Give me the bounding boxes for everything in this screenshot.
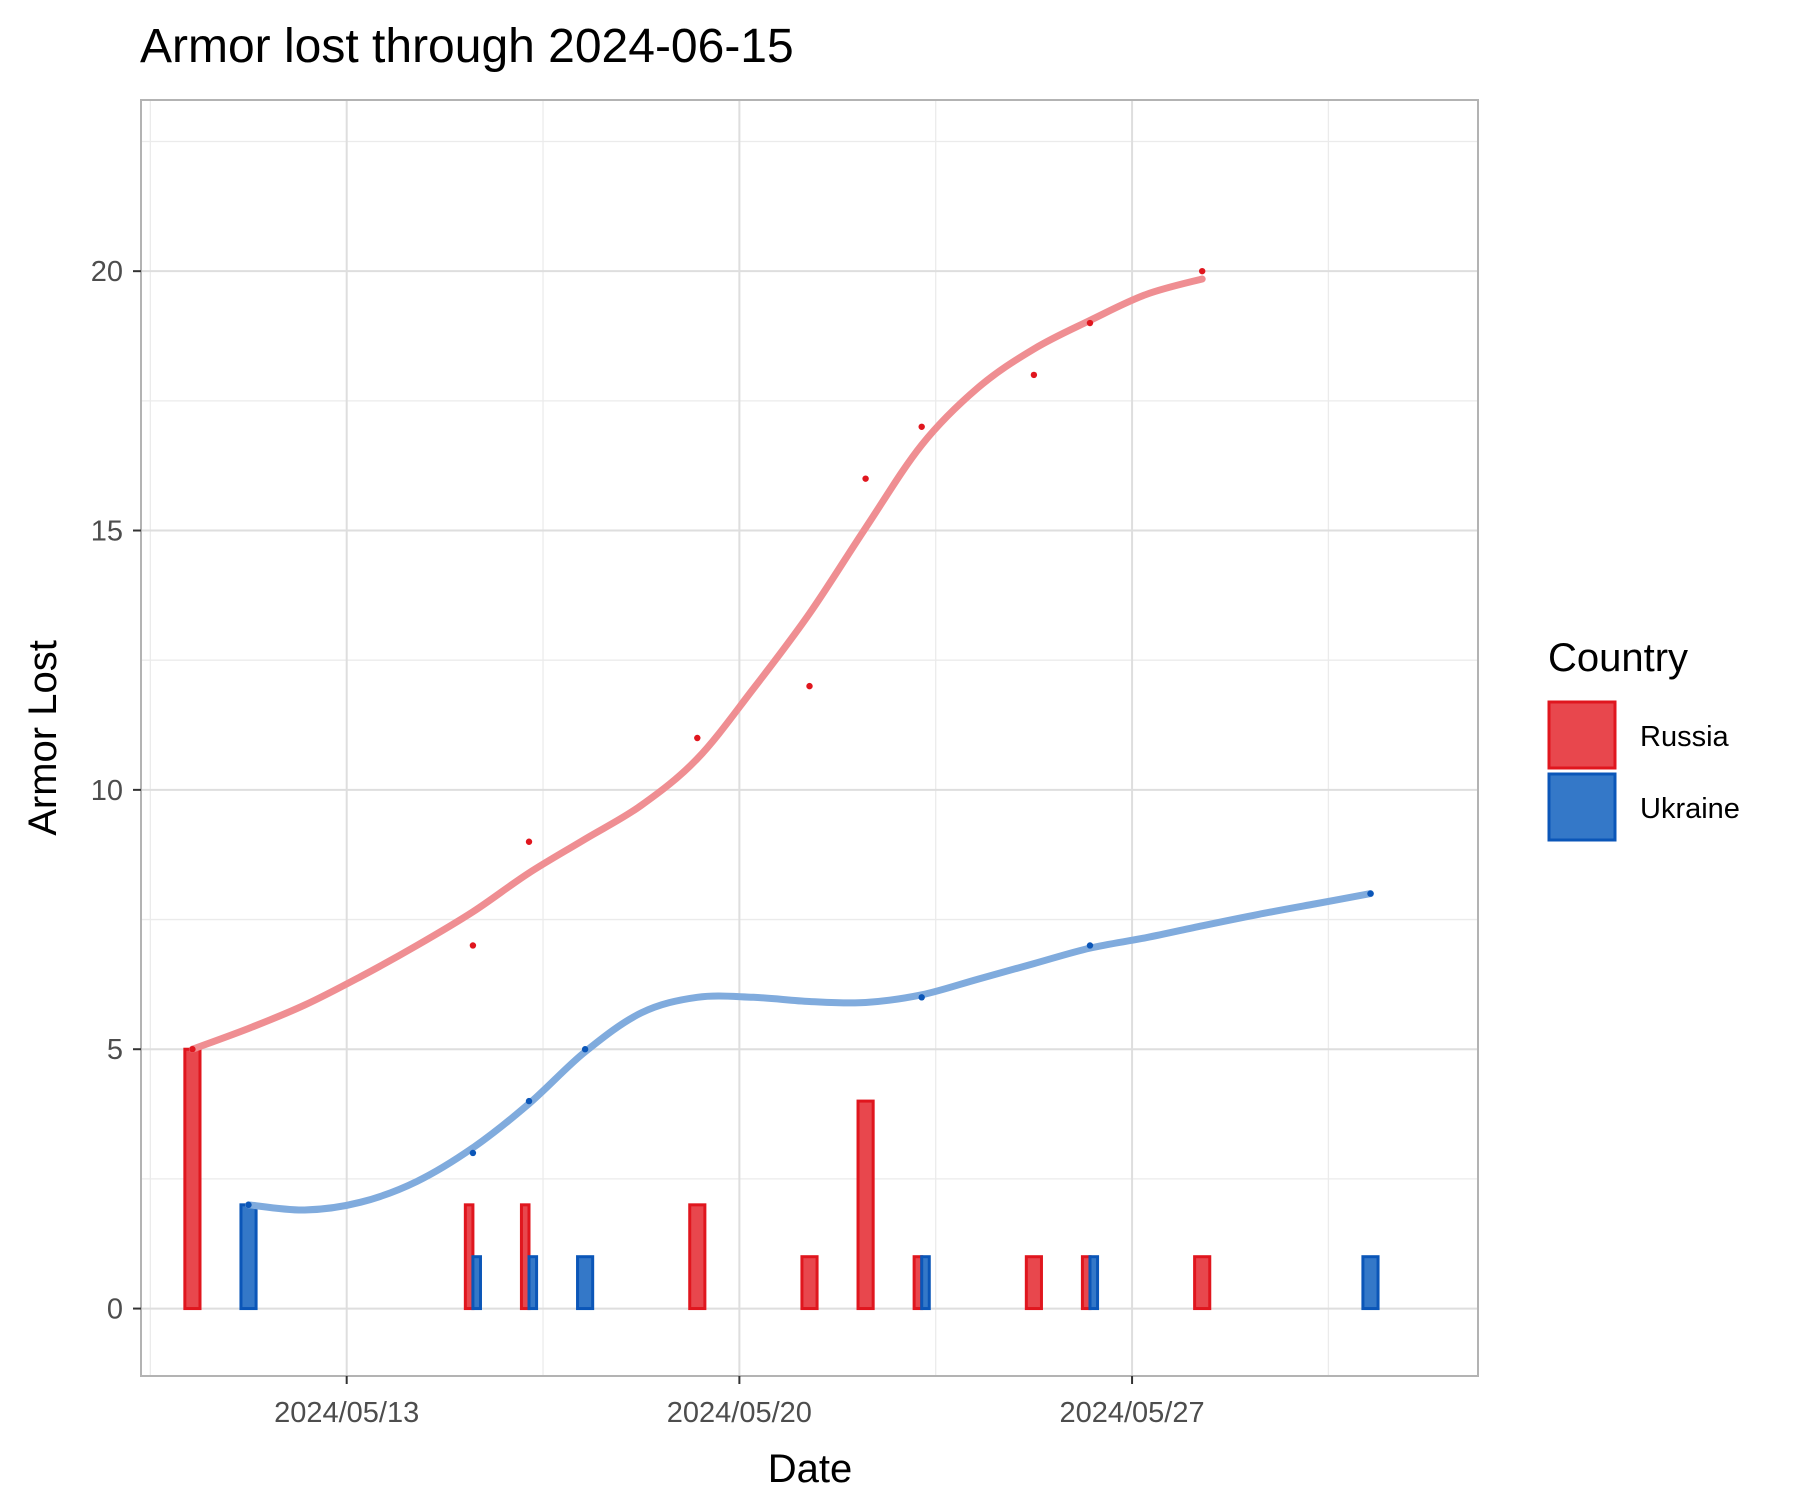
smooth-line-ukraine — [245, 890, 1374, 1214]
smooth-line-russia — [188, 275, 1206, 1053]
bar-russia-3 — [688, 1203, 707, 1311]
x-tick-label-2024-05-13: 2024/05/13 — [274, 1397, 419, 1429]
y-axis-title: Armor Lost — [21, 640, 65, 836]
x-tick-label-2024-05-27: 2024/05/27 — [1059, 1397, 1204, 1429]
point-russia-0 — [189, 1046, 196, 1053]
bar-ukraine-6 — [1361, 1255, 1380, 1311]
legend-key-ukraine — [1547, 772, 1617, 842]
smooth-lines — [188, 275, 1374, 1214]
point-ukraine-0 — [245, 1201, 252, 1209]
bar-ukraine-4 — [920, 1255, 931, 1311]
x-tick-label-2024-05-20: 2024/05/20 — [667, 1397, 812, 1429]
bar-ukraine-0 — [239, 1203, 258, 1311]
legend-label-russia: Russia — [1640, 721, 1730, 753]
point-russia-5 — [862, 475, 869, 482]
bar-russia-4 — [800, 1255, 819, 1311]
bar-russia-9 — [1193, 1255, 1212, 1311]
point-ukraine-3 — [581, 1046, 589, 1053]
legend-key-russia — [1547, 700, 1617, 770]
chart-title: Armor lost through 2024-06-15 — [140, 20, 794, 73]
y-tick-label-20: 20 — [91, 256, 123, 288]
point-ukraine-5 — [1086, 942, 1094, 949]
bar-russia-5 — [856, 1099, 875, 1311]
point-ukraine-1 — [469, 1149, 477, 1157]
panel-border — [140, 99, 1479, 1377]
legend: Country Russia Ukraine — [1547, 636, 1740, 842]
bar-ukraine-5 — [1088, 1255, 1100, 1311]
y-tick-label-15: 15 — [91, 516, 123, 548]
legend-label-ukraine: Ukraine — [1640, 793, 1740, 825]
bars — [183, 1047, 1380, 1311]
point-ukraine-4 — [918, 994, 925, 1001]
bar-russia-7 — [1024, 1255, 1043, 1311]
point-ukraine-6 — [1367, 890, 1374, 897]
bar-ukraine-3 — [576, 1255, 595, 1311]
point-ukraine-2 — [525, 1097, 533, 1105]
bar-ukraine-2 — [527, 1255, 539, 1311]
y-tick-label-10: 10 — [91, 775, 123, 807]
bar-ukraine-1 — [471, 1255, 482, 1311]
y-tick-label-5: 5 — [107, 1034, 123, 1066]
point-russia-7 — [1030, 371, 1038, 379]
point-russia-2 — [525, 838, 533, 845]
x-axis-ticks: 2024/05/13 2024/05/20 2024/05/27 — [274, 1376, 1205, 1429]
point-russia-4 — [806, 682, 813, 690]
bar-russia-0 — [183, 1047, 202, 1311]
grid — [141, 100, 1478, 1376]
point-russia-9 — [1198, 267, 1206, 275]
x-axis-title: Date — [768, 1447, 853, 1491]
point-russia-6 — [918, 423, 925, 430]
point-russia-3 — [694, 734, 701, 742]
points — [189, 267, 1374, 1209]
y-tick-label-0: 0 — [107, 1294, 123, 1326]
y-axis-ticks: 0 5 10 15 20 — [91, 256, 141, 1326]
legend-title: Country — [1548, 636, 1688, 680]
point-russia-1 — [469, 942, 477, 949]
point-russia-8 — [1086, 319, 1094, 327]
